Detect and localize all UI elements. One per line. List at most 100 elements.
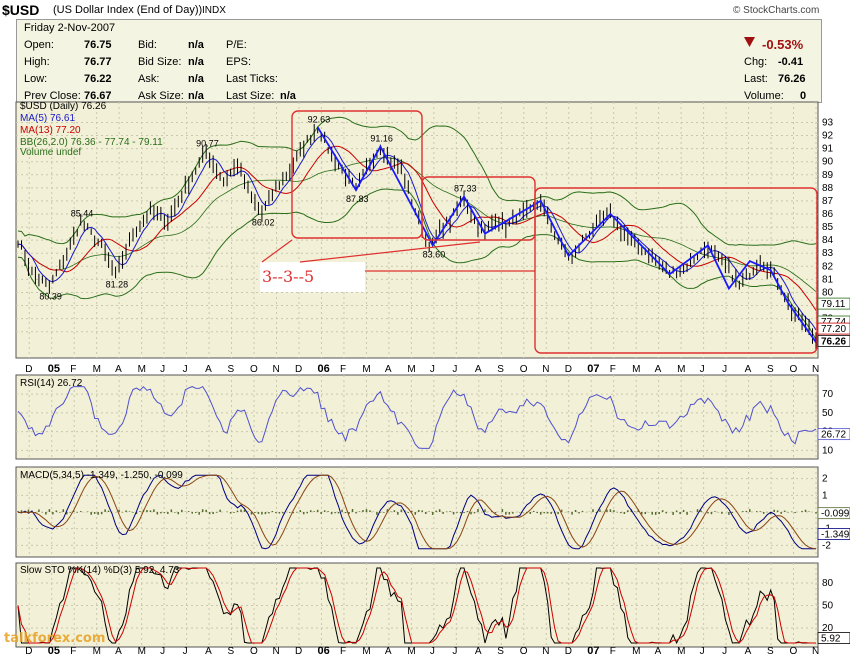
month-tick-label: 07 xyxy=(587,363,599,375)
month-tick-label: A xyxy=(205,646,212,657)
quote-date: Friday 2-Nov-2007 xyxy=(24,22,116,34)
legend-bb: BB(26,2.0) 76.36 - 77.74 - 79.11 xyxy=(20,137,163,148)
month-tick-label: M xyxy=(407,364,415,375)
field-label: Last Ticks: xyxy=(226,73,278,85)
indicator-last-box xyxy=(817,428,850,441)
pointer-line xyxy=(299,241,481,263)
month-tick-label: A xyxy=(655,364,662,375)
macd-line xyxy=(17,474,816,550)
month-tick-label: M xyxy=(407,646,415,657)
month-tick-label: M xyxy=(138,364,146,375)
month-tick-label: N xyxy=(812,646,819,657)
month-tick-label: N xyxy=(273,364,280,375)
bb-lower-line xyxy=(17,188,817,340)
symbol: $USD xyxy=(2,2,40,18)
last-value-label: 77.74 xyxy=(821,317,846,328)
price-tick-label: 85 xyxy=(822,222,834,233)
price-extreme-label: 81.28 xyxy=(106,280,129,290)
indicator-tick-label: 70 xyxy=(822,389,834,400)
month-tick-label: M xyxy=(138,646,146,657)
exchange: INDX xyxy=(202,5,226,16)
last-value-label: 77.20 xyxy=(821,324,846,335)
field-label: Ask Size: xyxy=(138,90,184,102)
price-layer: 92.63 91.16 90.77 87.83 87.33 86.02 85.44 83.60… xyxy=(17,114,817,351)
last-value-label: 79.11 xyxy=(821,299,846,310)
month-tick-label: S xyxy=(497,364,504,375)
indicator-tick-label: 50 xyxy=(822,601,834,612)
month-tick-label: J xyxy=(430,646,435,657)
month-tick-label: A xyxy=(205,364,212,375)
indicator-tick-label: 10 xyxy=(822,445,834,456)
month-tick-label: J xyxy=(452,364,457,375)
indicator-last-label: 5.92 xyxy=(821,634,841,645)
month-tick-label: J xyxy=(452,646,457,657)
month-tick-label: O xyxy=(250,364,258,375)
field-label: Chg: xyxy=(744,56,768,68)
field-label: Last: xyxy=(744,73,768,85)
month-tick-label: M xyxy=(362,364,370,375)
price-extreme-label: 90.77 xyxy=(196,139,219,149)
month-tick-label: S xyxy=(228,364,235,375)
legend-sto: Slow STO %K(14) %D(3) 5.92, 4.73 xyxy=(20,565,180,576)
price-extreme-label: 86.02 xyxy=(252,218,275,228)
month-tick-label: J xyxy=(183,646,188,657)
indicator-last-box xyxy=(817,632,850,644)
field-label: P/E: xyxy=(226,39,247,51)
month-tick-label: F xyxy=(610,646,616,657)
indicator-tick-label: -2 xyxy=(822,540,831,551)
field-label: Volume: xyxy=(744,90,784,102)
month-tick-label: M xyxy=(632,646,640,657)
axis-layer: 7778798081828384858687888990919293D05FMA… xyxy=(25,117,850,657)
field-value: n/a xyxy=(280,90,296,102)
legend-price: $USD (Daily) 76.26 xyxy=(20,101,107,112)
month-tick-label: N xyxy=(812,364,819,375)
rsi-line xyxy=(17,385,817,449)
change-percent: -0.53% xyxy=(762,37,804,52)
price-extreme-label: 83.60 xyxy=(423,249,446,259)
price-extreme-label: 80.39 xyxy=(39,291,62,301)
price-tick-label: 86 xyxy=(822,209,834,220)
month-tick-label: J xyxy=(700,364,705,375)
price-tick-label: 83 xyxy=(822,248,834,259)
month-tick-label: J xyxy=(722,646,727,657)
month-tick-label: A xyxy=(745,646,752,657)
indicator-layer xyxy=(17,385,817,645)
field-label: Low: xyxy=(24,73,48,85)
bb-mid-line xyxy=(17,157,817,292)
field-label: Bid Size: xyxy=(138,56,182,68)
price-tick-label: 89 xyxy=(822,170,834,181)
month-tick-label: S xyxy=(767,364,774,375)
field-value: n/a xyxy=(188,39,204,51)
price-tick-label: 81 xyxy=(822,274,834,285)
month-tick-label: J xyxy=(183,364,188,375)
field-label: Open: xyxy=(24,39,54,51)
indicator-last-box xyxy=(817,507,850,520)
month-tick-label: S xyxy=(767,646,774,657)
month-tick-label: F xyxy=(340,364,346,375)
annotation-label-bg xyxy=(260,262,365,292)
month-tick-label: M xyxy=(93,646,101,657)
field-label: High: xyxy=(24,56,50,68)
price-extreme-label: 87.33 xyxy=(454,184,477,194)
quote-panel xyxy=(16,19,822,103)
indicator-tick-label: 80 xyxy=(822,578,834,589)
month-tick-label: S xyxy=(228,646,235,657)
month-tick-label: D xyxy=(565,646,572,657)
month-tick-label: D xyxy=(25,646,32,657)
ma5-line xyxy=(17,134,817,331)
field-value: 76.22 xyxy=(84,73,112,85)
month-tick-label: M xyxy=(677,364,685,375)
legend-macd: MACD(5,34,5) -1.349, -1.250, -0.099 xyxy=(20,470,183,481)
field-value: 76.77 xyxy=(84,56,112,68)
month-tick-label: A xyxy=(115,364,122,375)
field-value: n/a xyxy=(188,56,204,68)
month-tick-label: N xyxy=(273,646,280,657)
price-panel xyxy=(15,101,819,359)
legend-rsi: RSI(14) 26.72 xyxy=(20,378,83,389)
wave-annotation: 3--3--5 xyxy=(262,267,314,286)
sto-d-line xyxy=(17,567,816,644)
indicator-tick-label: 50 xyxy=(822,408,834,419)
field-value: -0.41 xyxy=(778,56,804,68)
macd-signal-line xyxy=(17,474,817,550)
